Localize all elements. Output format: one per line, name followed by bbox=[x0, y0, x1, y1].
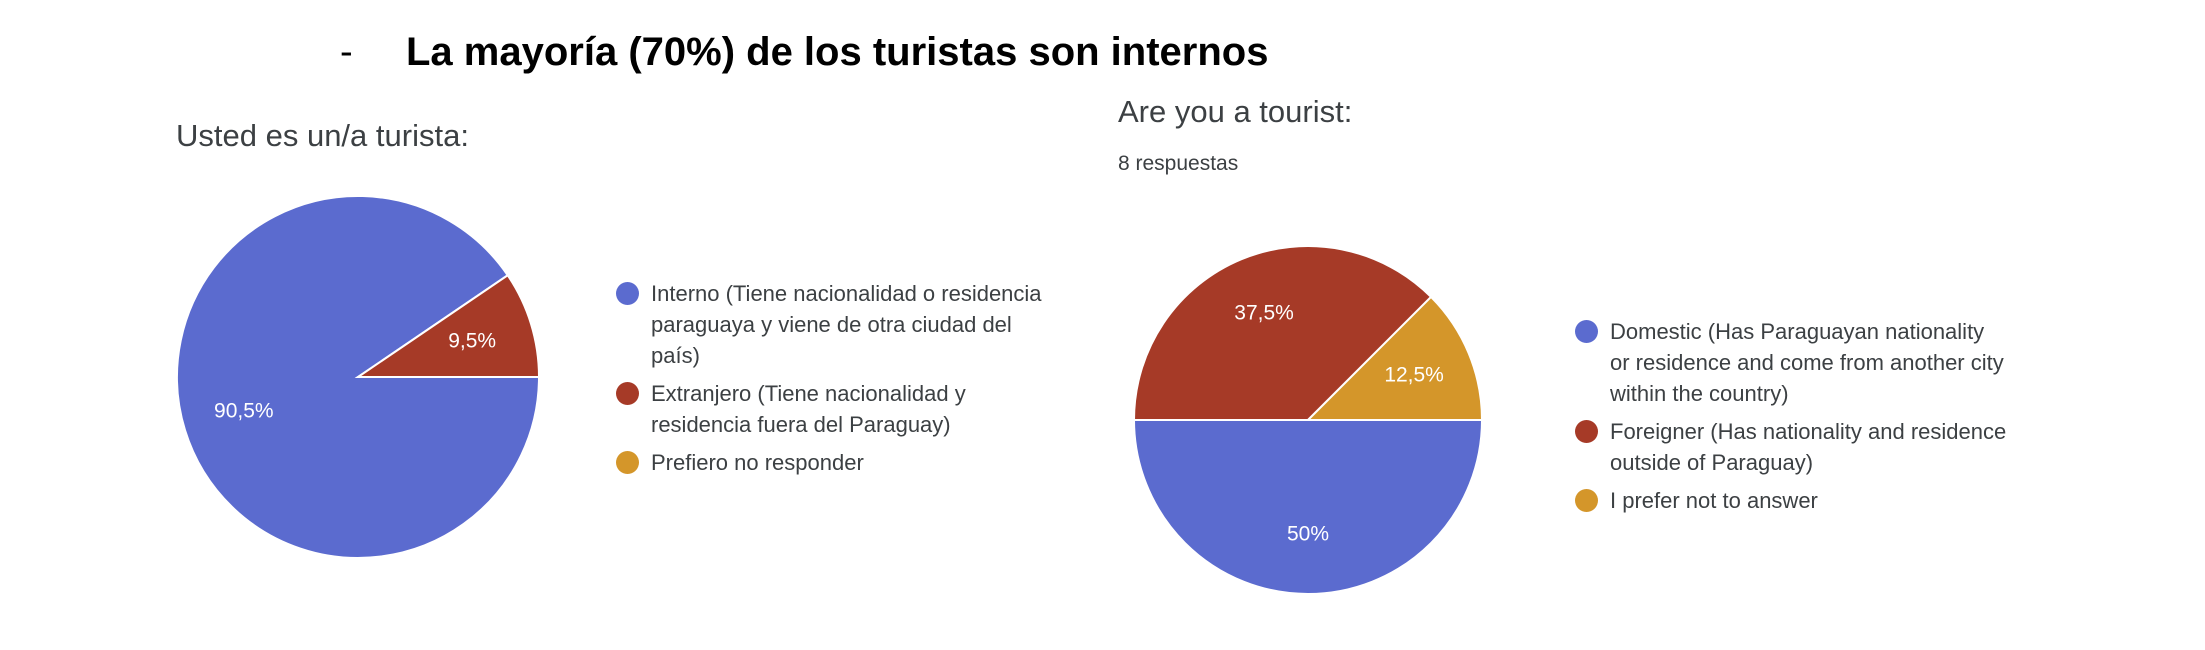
legend-label: Extranjero (Tiene nacionalidad y residen… bbox=[651, 381, 966, 437]
pie-slice bbox=[1132, 419, 1484, 595]
legend-swatch bbox=[1575, 489, 1598, 512]
legend-item: Interno (Tiene nacionalidad o residencia… bbox=[616, 278, 1096, 371]
legend-item: Domestic (Has Paraguayan nationality or … bbox=[1575, 316, 2045, 409]
legend-swatch bbox=[616, 451, 639, 474]
legend-swatch bbox=[1575, 420, 1598, 443]
legend-left: Interno (Tiene nacionalidad o residencia… bbox=[616, 278, 1096, 485]
pie-slice bbox=[354, 273, 541, 378]
headline-bullet: - bbox=[340, 30, 353, 73]
legend-right: Domestic (Has Paraguayan nationality or … bbox=[1575, 316, 2045, 523]
chart-right-subtitle: 8 respuestas bbox=[1118, 152, 1239, 175]
legend-item: I prefer not to answer bbox=[1575, 485, 2045, 516]
pie-slice bbox=[1305, 295, 1484, 421]
pie-slice bbox=[1132, 245, 1433, 421]
legend-swatch bbox=[616, 382, 639, 405]
legend-item: Foreigner (Has nationality and residence… bbox=[1575, 416, 2045, 478]
slice-data-label: 9,5% bbox=[448, 329, 496, 352]
slice-data-label: 50% bbox=[1287, 522, 1329, 545]
legend-item: Extranjero (Tiene nacionalidad y residen… bbox=[616, 378, 1096, 440]
legend-label: Domestic (Has Paraguayan nationality or … bbox=[1610, 319, 2004, 406]
legend-label: I prefer not to answer bbox=[1610, 488, 1818, 513]
legend-label: Interno (Tiene nacionalidad o residencia… bbox=[651, 281, 1042, 368]
pie-chart-left: 90,5% 9,5% bbox=[176, 195, 541, 559]
headline-text: La mayoría (70%) de los turistas son int… bbox=[406, 29, 1269, 74]
legend-item: Prefiero no responder bbox=[616, 447, 1096, 478]
pie-chart-right: 50% 37,5% 12,5% bbox=[1132, 245, 1484, 595]
headline: - La mayoría (70%) de los turistas son i… bbox=[340, 22, 1268, 82]
chart-left-title: Usted es un/a turista: bbox=[176, 118, 469, 153]
slice-data-label: 37,5% bbox=[1234, 301, 1294, 324]
legend-label: Prefiero no responder bbox=[651, 450, 864, 475]
chart-right-title: Are you a tourist: bbox=[1118, 94, 1353, 129]
slice-data-label: 90,5% bbox=[214, 400, 274, 423]
legend-swatch bbox=[1575, 320, 1598, 343]
legend-swatch bbox=[616, 282, 639, 305]
slice-data-label: 12,5% bbox=[1384, 364, 1444, 387]
legend-label: Foreigner (Has nationality and residence… bbox=[1610, 419, 2007, 475]
